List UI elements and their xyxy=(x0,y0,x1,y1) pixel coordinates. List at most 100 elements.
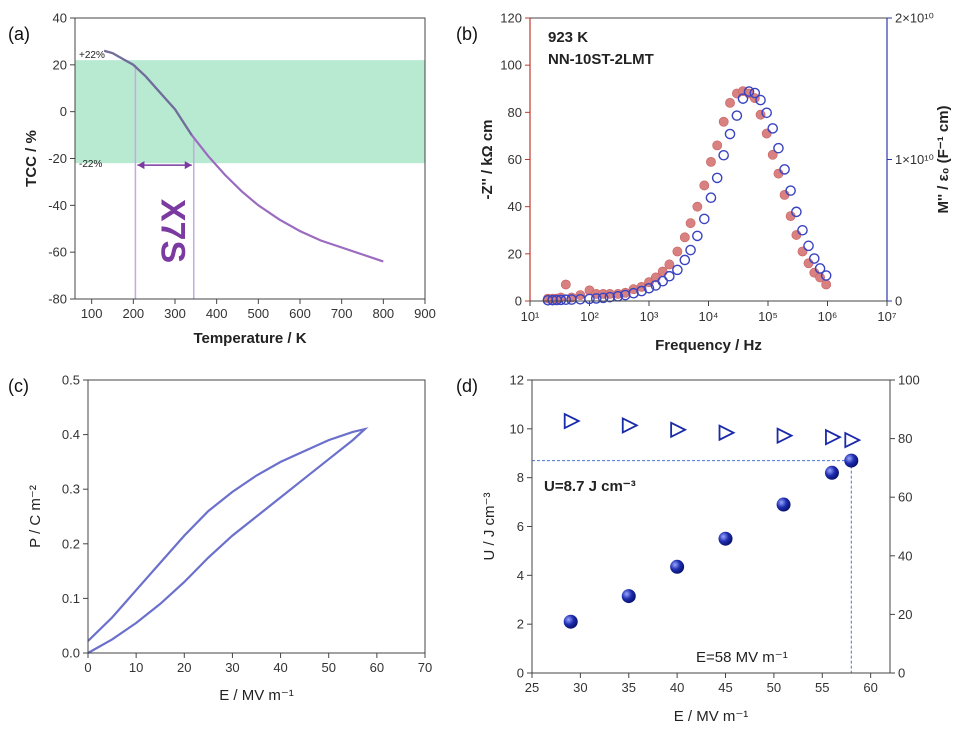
x7s-label: X7S xyxy=(154,199,192,263)
y-left-axis-label: -Z'' / kΩ cm xyxy=(479,119,496,199)
panel-label: (c) xyxy=(8,376,29,396)
y-tick-label: 40 xyxy=(53,11,67,26)
x-axis-label: Temperature / K xyxy=(193,330,306,347)
m-double-prime-point xyxy=(803,240,814,252)
efficiency-point xyxy=(844,431,862,449)
x-axis-label: E / MV m⁻¹ xyxy=(674,708,749,725)
efficiency-point xyxy=(670,421,688,439)
m-double-prime-point xyxy=(797,224,808,236)
x-tick-label: 900 xyxy=(414,306,436,321)
x-tick-label: 10⁶ xyxy=(818,309,838,324)
panel-c-pe-loop-chart: (c) 0 10 20 30 40 50 60 70 0.0 0.1 0.2 0.3 0.4 0.5 E / … xyxy=(8,373,432,705)
energy-density-point xyxy=(844,453,859,468)
x-tick-label: 10⁴ xyxy=(698,309,718,324)
z-double-prime-point xyxy=(679,232,690,243)
energy-density-point xyxy=(718,531,733,546)
z-double-prime-point xyxy=(657,266,668,277)
efficiency-point xyxy=(825,428,842,446)
x-tick-label: 0 xyxy=(84,660,91,675)
u-annotation: U=8.7 J cm⁻³ xyxy=(544,478,636,495)
arrow-head-left xyxy=(137,161,145,170)
y-tick-label: -20 xyxy=(48,151,67,166)
pe-loop-curve xyxy=(87,427,369,654)
x-tick-label: 50 xyxy=(767,680,781,695)
x-tick-label: 100 xyxy=(81,306,103,321)
m-double-prime-point xyxy=(737,93,749,104)
m-double-prime-point xyxy=(636,285,647,297)
efficiency-point xyxy=(621,416,639,434)
m-double-prime-point xyxy=(555,294,567,306)
y-tick-label: 0 xyxy=(515,294,522,309)
x-axis-label: E / MV m⁻¹ xyxy=(219,687,294,704)
x-tick-label: 700 xyxy=(331,306,353,321)
z-double-prime-point xyxy=(706,156,716,167)
y-tick-label: 0 xyxy=(895,294,902,309)
x-tick-label: 10⁵ xyxy=(758,309,778,324)
z-double-prime-point xyxy=(712,140,723,151)
band-lower-label: -22% xyxy=(79,159,102,170)
panel-label: (b) xyxy=(456,24,478,44)
efficiency-point xyxy=(718,424,736,442)
x-tick-label: 600 xyxy=(289,306,311,321)
m-double-prime-point xyxy=(809,253,820,264)
z-double-prime-point xyxy=(664,259,675,270)
y-tick-label: -60 xyxy=(48,245,67,260)
y-tick-label: 20 xyxy=(53,57,67,72)
m-double-prime-point xyxy=(685,244,696,256)
y-right-axis-label: M'' / ε₀ (F⁻¹ cm) xyxy=(935,105,952,213)
plot-frame xyxy=(87,379,426,654)
x-tick-label: 60 xyxy=(863,680,877,695)
y-tick-label: 0.0 xyxy=(62,646,80,661)
z-double-prime-point xyxy=(821,279,832,290)
y-tick-label: 0 xyxy=(60,104,67,119)
y-tick-label: 4 xyxy=(517,568,524,583)
y-tick-label: 60 xyxy=(508,152,522,167)
x-tick-label: 40 xyxy=(273,660,287,675)
m-double-prime-point xyxy=(604,291,616,303)
y-tick-label: 100 xyxy=(500,58,522,73)
x-tick-label: 50 xyxy=(321,660,335,675)
x-tick-label: 200 xyxy=(122,306,144,321)
y-tick-label: 0.3 xyxy=(62,482,80,497)
arrow-head-right xyxy=(184,161,192,170)
m-double-prime-point xyxy=(779,164,790,175)
panel-label: (a) xyxy=(8,24,30,44)
panel-label: (d) xyxy=(456,376,478,396)
m-double-prime-point xyxy=(692,230,703,242)
z-double-prime-point xyxy=(761,128,772,139)
y-tick-label: -80 xyxy=(48,292,67,307)
z-double-prime-point xyxy=(672,246,683,257)
energy-density-point xyxy=(670,559,685,574)
z-double-prime-point xyxy=(797,246,808,257)
x-tick-label: 300 xyxy=(164,306,186,321)
x-tick-label: 70 xyxy=(418,660,432,675)
efficiency-point xyxy=(563,412,581,430)
y-tick-label: 100 xyxy=(898,373,920,388)
m-double-prime-point xyxy=(679,254,691,266)
m-double-prime-point xyxy=(628,287,639,299)
y-tick-label: 60 xyxy=(898,490,912,505)
z-double-prime-point xyxy=(718,116,729,127)
y-tick-label: 80 xyxy=(898,431,912,446)
m-double-prime-point xyxy=(547,294,558,306)
x-tick-label: 30 xyxy=(225,660,239,675)
x-tick-label: 45 xyxy=(718,680,732,695)
x-tick-label: 10⁷ xyxy=(877,309,896,324)
z-double-prime-point xyxy=(725,98,735,108)
m-double-prime-point xyxy=(705,192,717,204)
x-tick-label: 20 xyxy=(177,660,191,675)
m-double-prime-point xyxy=(597,292,609,304)
x-tick-label: 10¹ xyxy=(521,309,540,324)
panel-d-energy-chart: (d)U=8.7 J cm⁻³E=58 MV m⁻¹25 30 35 40 45 50 55… xyxy=(456,373,920,726)
plot-frame xyxy=(531,379,891,674)
y-tick-label: 1×10¹⁰ xyxy=(895,152,934,167)
x-tick-label: 25 xyxy=(525,680,539,695)
x-tick-label: 10² xyxy=(580,309,599,324)
m-double-prime-point xyxy=(761,107,772,119)
m-double-prime-point xyxy=(755,94,766,106)
y-tick-label: 12 xyxy=(510,373,524,388)
m-double-prime-point xyxy=(657,275,669,287)
m-double-prime-point xyxy=(731,110,743,121)
